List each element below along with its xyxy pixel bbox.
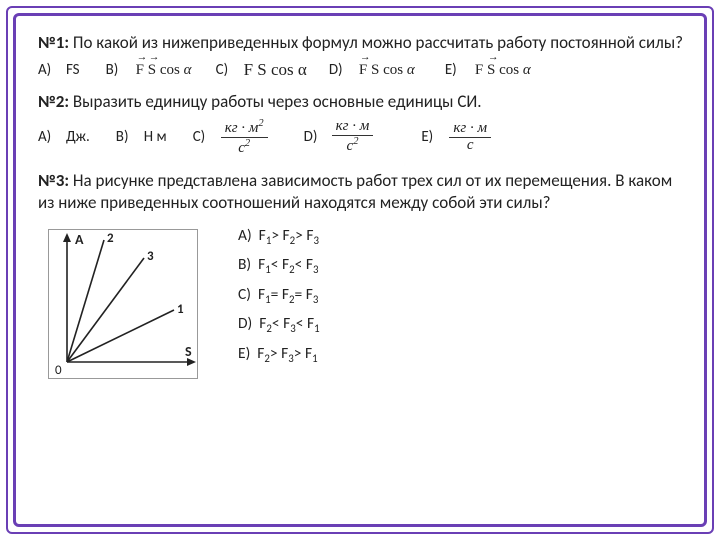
q3-graph: A S 0 1 2 3 bbox=[48, 229, 198, 379]
q1-opt-a-val: FS bbox=[66, 61, 80, 80]
svg-text:1: 1 bbox=[177, 302, 184, 317]
q2-opt-d-val: кг · м с2 bbox=[332, 119, 374, 155]
q2-opt-a-label: A) bbox=[38, 128, 58, 147]
svg-text:3: 3 bbox=[147, 249, 154, 264]
q1-number: №1: bbox=[38, 32, 69, 53]
q2-opt-b-val: Н м bbox=[144, 128, 167, 147]
q2-opt-d-label: D) bbox=[304, 128, 324, 147]
q1-opt-e-val: F S cos α bbox=[473, 61, 533, 80]
q1-opt-d-label: D) bbox=[329, 61, 349, 80]
q3-number: №3: bbox=[38, 170, 69, 191]
q3-opt-e: E) F2> F3> F1 bbox=[238, 341, 320, 369]
q1-text: По какой из нижеприведенных формул можно… bbox=[69, 32, 683, 53]
q2-opt-e-label: E) bbox=[421, 128, 441, 147]
q3-body: A S 0 1 2 3 A) F1> F2> F3 B) F1< F2< F3 C) F1… bbox=[38, 223, 686, 379]
q1-opt-a-label: A) bbox=[38, 61, 58, 80]
q2-opt-e-val: кг · м с bbox=[449, 121, 491, 154]
svg-text:2: 2 bbox=[107, 231, 114, 246]
q1-opt-d-val: F S cos α bbox=[357, 61, 417, 80]
q2-opt-c-label: C) bbox=[193, 128, 213, 147]
q3-opt-b: B) F1< F2< F3 bbox=[238, 252, 320, 280]
q1-opt-b-label: B) bbox=[106, 61, 126, 80]
question-3: №3: На рисунке представлена зависимость … bbox=[38, 170, 686, 213]
graph-svg: A S 0 1 2 3 bbox=[49, 230, 199, 380]
q3-answers: A) F1> F2> F3 B) F1< F2< F3 C) F1= F2= F… bbox=[238, 223, 320, 379]
svg-text:A: A bbox=[75, 231, 84, 248]
q3-opt-a: A) F1> F2> F3 bbox=[238, 223, 320, 251]
q1-opt-c-val: F S cos α bbox=[244, 59, 307, 80]
q1-options-row: A) FS B) F S cos α C) F S cos α D) F S c… bbox=[38, 59, 686, 80]
question-2: №2: Выразить единицу работы через основн… bbox=[38, 91, 686, 112]
question-1: №1: По какой из нижеприведенных формул м… bbox=[38, 32, 686, 53]
q1-opt-b-val: F S cos α bbox=[134, 61, 194, 80]
q3-opt-d: D) F2< F3< F1 bbox=[238, 311, 320, 339]
q3-opt-c: C) F1= F2= F3 bbox=[238, 282, 320, 310]
q2-options-row: A) Дж. B) Н м C) кг · м2 с2 D) кг · м с2… bbox=[38, 118, 686, 157]
q2-opt-b-label: B) bbox=[116, 128, 136, 147]
svg-text:S: S bbox=[185, 343, 192, 360]
slide-content: №1: По какой из нижеприведенных формул м… bbox=[22, 22, 698, 518]
svg-text:0: 0 bbox=[55, 363, 62, 378]
q2-opt-a-val: Дж. bbox=[66, 128, 90, 147]
q2-text: Выразить единицу работы через основные е… bbox=[69, 91, 482, 112]
q1-opt-c-label: C) bbox=[216, 61, 236, 80]
q1-opt-e-label: E) bbox=[445, 61, 465, 80]
q2-number: №2: bbox=[38, 91, 69, 112]
q2-opt-c-val: кг · м2 с2 bbox=[221, 118, 268, 157]
q3-text: На рисунке представлена зависимость рабо… bbox=[38, 170, 672, 212]
